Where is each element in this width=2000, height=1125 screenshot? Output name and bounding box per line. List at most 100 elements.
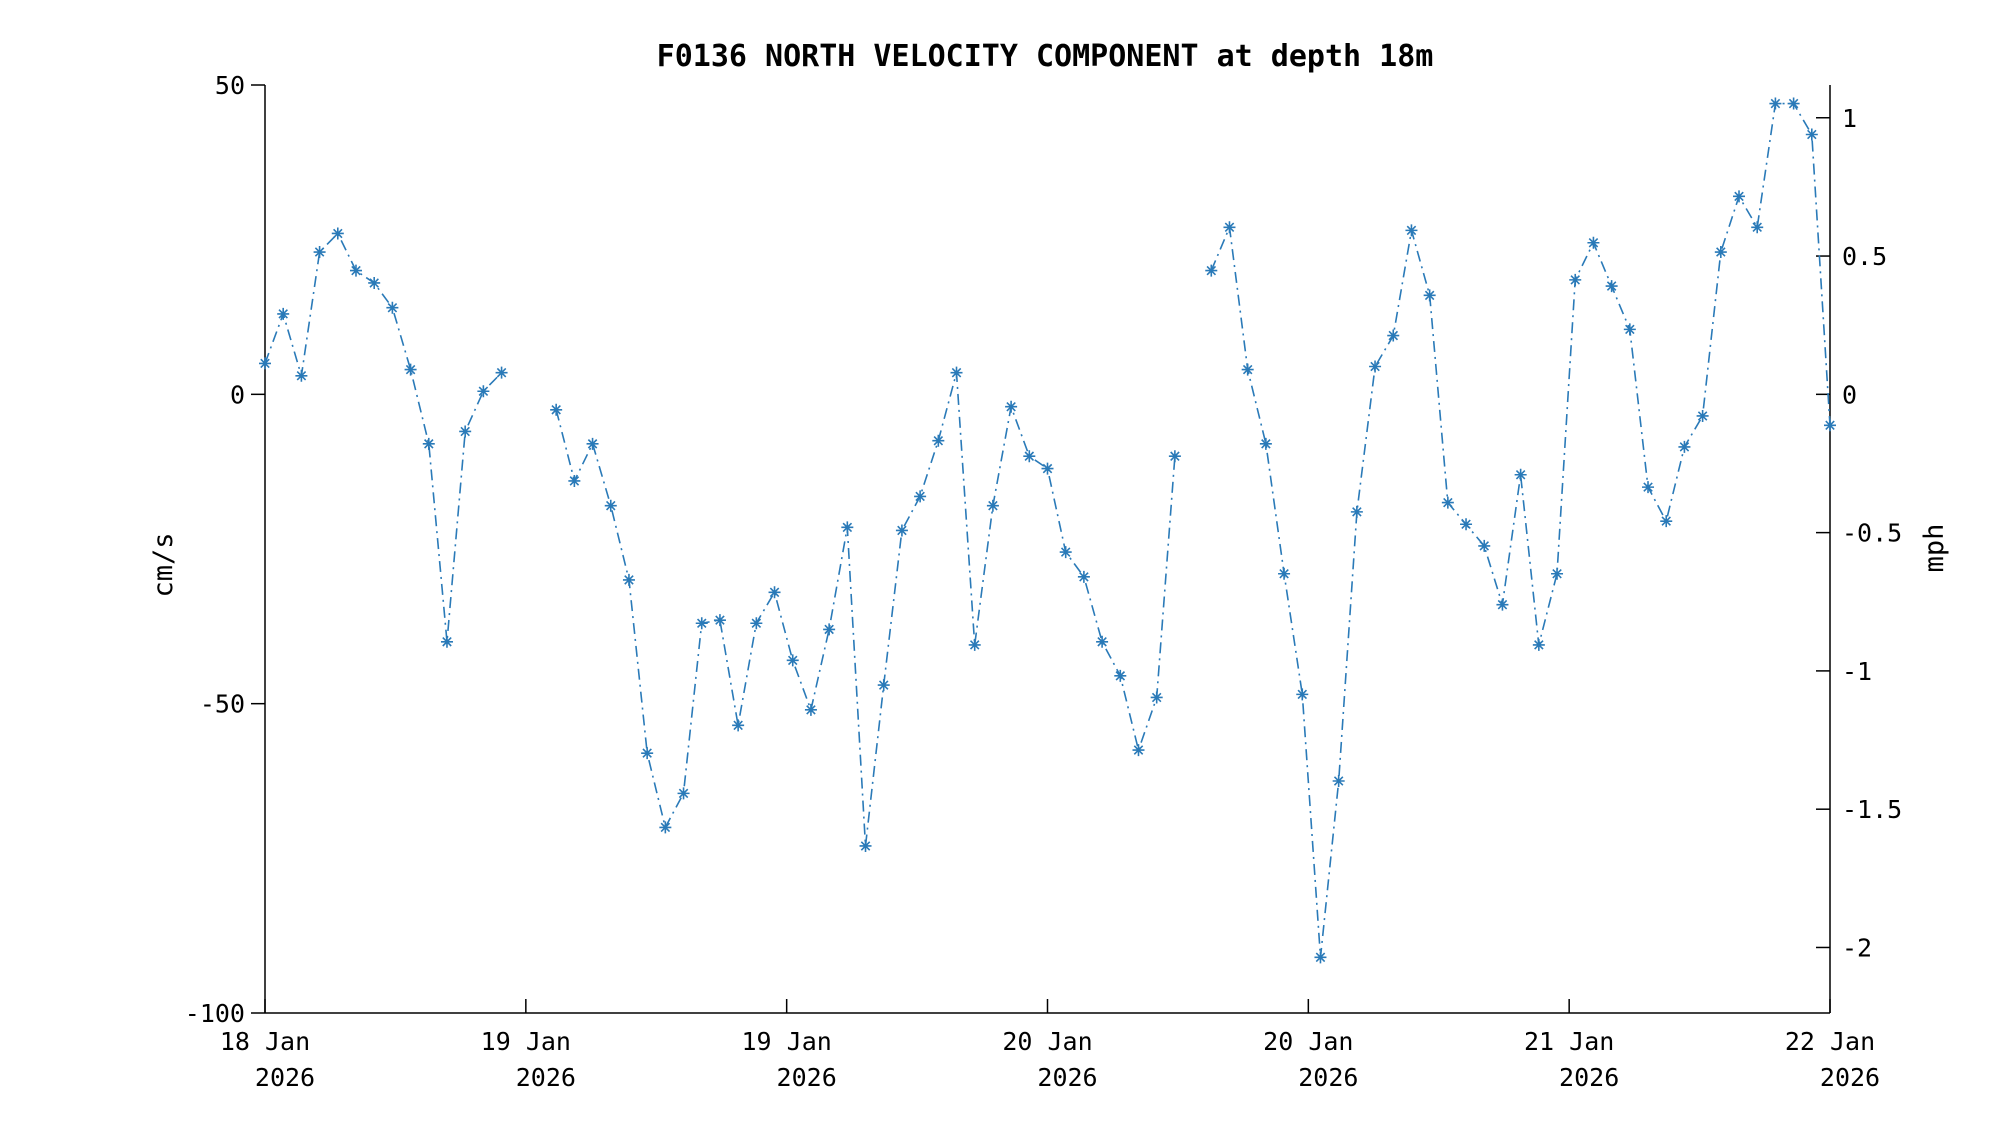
data-point <box>823 623 836 636</box>
data-point <box>1623 323 1636 336</box>
data-point <box>1205 264 1218 277</box>
data-point <box>349 264 362 277</box>
series-line-segment <box>264 232 503 642</box>
data-point <box>932 434 945 447</box>
data-point <box>1005 400 1018 413</box>
data-point <box>550 403 563 416</box>
data-point <box>1023 450 1036 463</box>
data-point <box>986 499 999 512</box>
data-point <box>786 654 799 667</box>
data-point <box>877 679 890 692</box>
data-point <box>968 638 981 651</box>
data-point <box>568 474 581 487</box>
data-point <box>277 307 290 320</box>
data-point <box>1496 598 1509 611</box>
data-point <box>1551 567 1564 580</box>
series-line-segment <box>555 372 1176 847</box>
data-point <box>1696 409 1709 422</box>
x-tick-day-label: 19 Jan <box>481 1027 571 1056</box>
x-tick-day-label: 18 Jan <box>220 1027 310 1056</box>
data-point <box>1168 450 1181 463</box>
data-point <box>495 366 508 379</box>
data-point <box>1460 518 1473 531</box>
data-point <box>422 437 435 450</box>
y2-tick-label: -1 <box>1842 657 1872 686</box>
data-point <box>914 490 927 503</box>
data-point <box>804 703 817 716</box>
data-point <box>1077 570 1090 583</box>
data-point <box>1114 669 1127 682</box>
data-point <box>1478 539 1491 552</box>
data-point <box>1824 419 1836 432</box>
data-point <box>477 385 490 398</box>
y2-axis-label: mph <box>1919 524 1950 573</box>
data-point <box>713 614 726 627</box>
x-tick-year-label: 2026 <box>1559 1063 1619 1092</box>
data-point <box>368 276 381 289</box>
data-point <box>259 357 271 370</box>
y2-tick-label: 1 <box>1842 104 1857 133</box>
data-point <box>1642 481 1655 494</box>
x-tick-day-label: 22 Jan <box>1785 1027 1875 1056</box>
data-point <box>841 521 854 534</box>
data-point <box>1714 246 1727 259</box>
data-point <box>950 366 963 379</box>
data-point <box>1223 221 1236 234</box>
chart-title: F0136 NORTH VELOCITY COMPONENT at depth … <box>657 39 1434 74</box>
data-point <box>1132 744 1145 757</box>
data-point <box>1769 97 1782 110</box>
data-point <box>1278 567 1291 580</box>
axes <box>264 85 1831 1014</box>
data-point <box>1787 97 1800 110</box>
data-point <box>895 524 908 537</box>
data-point <box>1569 273 1582 286</box>
x-tick-year-label: 2026 <box>777 1063 837 1092</box>
data-point <box>750 617 763 630</box>
data-point <box>695 617 708 630</box>
data-point <box>1387 329 1400 342</box>
data-point <box>1805 128 1818 141</box>
data-point <box>1096 635 1109 648</box>
y-tick-label: 0 <box>230 380 245 409</box>
data-point <box>732 719 745 732</box>
data-point <box>1532 638 1545 651</box>
data-point <box>1514 468 1527 481</box>
series-lines <box>264 102 1831 958</box>
data-point <box>859 839 872 852</box>
data-point <box>313 246 326 259</box>
x-tick-day-label: 20 Jan <box>1002 1027 1092 1056</box>
data-point <box>1423 289 1436 302</box>
data-point <box>1369 360 1382 373</box>
y2-tick-label: -0.5 <box>1842 519 1902 548</box>
x-tick-day-label: 20 Jan <box>1263 1027 1353 1056</box>
y2-tick-label: -2 <box>1842 933 1872 962</box>
data-point <box>1587 236 1600 249</box>
data-point <box>440 635 453 648</box>
x-tick-day-label: 21 Jan <box>1524 1027 1614 1056</box>
data-point <box>1405 224 1418 237</box>
data-point <box>604 499 617 512</box>
data-point <box>586 437 599 450</box>
x-tick-year-label: 2026 <box>1298 1063 1358 1092</box>
x-tick-year-label: 2026 <box>516 1063 576 1092</box>
y-tick-label: -50 <box>200 690 245 719</box>
data-point <box>1678 440 1691 453</box>
data-point <box>404 363 417 376</box>
data-point <box>622 573 635 586</box>
series-markers <box>259 97 1836 964</box>
data-point <box>331 227 344 240</box>
ticks: 50 0 -50 -100 1 0.5 0 -0.5 -1 -1.5 -2 18 Jan 2026 19 … <box>185 71 1902 1092</box>
data-point <box>459 425 472 438</box>
y-tick-label: -100 <box>185 999 245 1028</box>
data-point <box>1350 505 1363 518</box>
data-point <box>1059 546 1072 559</box>
y2-tick-label: 0.5 <box>1842 242 1887 271</box>
data-point <box>1441 496 1454 509</box>
data-point <box>1150 691 1163 704</box>
data-point <box>1332 775 1345 787</box>
data-point <box>1296 688 1309 701</box>
data-point <box>659 821 672 834</box>
series-line-segment <box>1210 102 1831 958</box>
data-point <box>1041 462 1054 475</box>
